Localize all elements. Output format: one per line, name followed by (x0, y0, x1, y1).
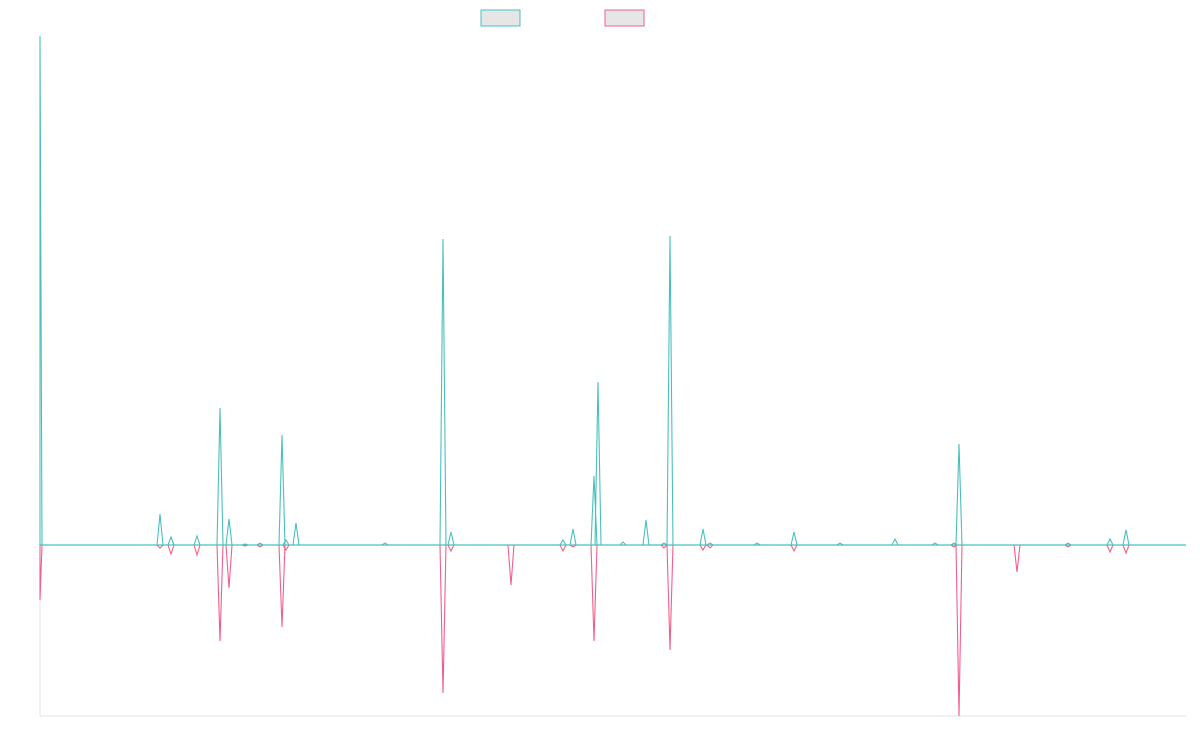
series-line-1 (39, 35, 1186, 547)
legend-swatch-1[interactable] (480, 9, 521, 27)
series-layer (39, 35, 1186, 717)
legend[interactable] (480, 9, 645, 27)
series-line-2 (39, 543, 1186, 717)
legend-swatch-2[interactable] (604, 9, 645, 27)
